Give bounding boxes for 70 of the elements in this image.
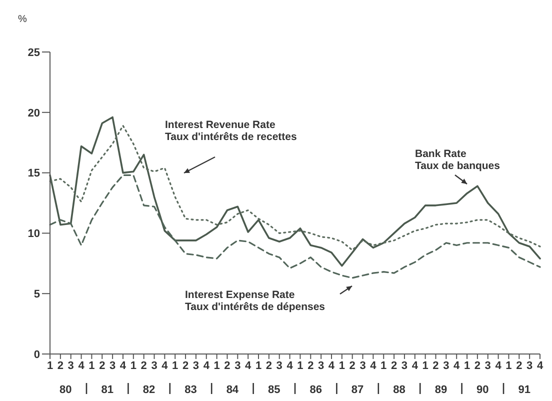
x-tick-label: 4 bbox=[78, 360, 86, 372]
series-label: Interest Expense Rate Taux d'intérêts de dépenses bbox=[185, 289, 326, 313]
x-tick-label: 4 bbox=[203, 360, 210, 372]
text: 84 bbox=[226, 384, 240, 396]
x-tick-label: 1 bbox=[214, 360, 220, 372]
x-tick-label: 2 bbox=[182, 360, 189, 372]
x-tick-label: 2 bbox=[349, 360, 356, 372]
x-tick-label: 2 bbox=[516, 360, 522, 372]
y-tick-label: 20 bbox=[28, 107, 40, 120]
x-tick-label: 1 bbox=[255, 360, 262, 372]
x-tick-label: 2 bbox=[224, 360, 230, 372]
x-tick-label: 1 bbox=[422, 360, 428, 372]
x-tick-label: 3 bbox=[484, 360, 491, 372]
x-tick-label: 2 bbox=[99, 360, 106, 372]
x-tick-label: 2 bbox=[266, 360, 272, 372]
x-tick-label: 1 bbox=[380, 360, 387, 372]
x-tick-label: 4 bbox=[412, 360, 419, 372]
x-tick-label: 1 bbox=[506, 360, 512, 372]
text: 90 bbox=[476, 384, 489, 396]
y-axis-title: % bbox=[18, 14, 27, 25]
x-tick-label: 2 bbox=[57, 360, 64, 372]
text: 89 bbox=[434, 384, 448, 396]
x-tick-label: 3 bbox=[318, 360, 324, 372]
x-tick-label: 2 bbox=[432, 360, 439, 372]
x-tick-label: 1 bbox=[338, 360, 345, 372]
x-tick-label: 4 bbox=[454, 360, 461, 372]
x-tick-label: 2 bbox=[308, 360, 314, 372]
x-tick-label: 3 bbox=[68, 360, 74, 372]
x-tick-label: 4 bbox=[286, 360, 294, 372]
x-tick-label: 3 bbox=[192, 360, 200, 372]
x-tick-label: 3 bbox=[151, 360, 158, 372]
x-tick-label: 3 bbox=[360, 360, 366, 372]
text: 91 bbox=[518, 384, 530, 396]
x-tick-label: 2 bbox=[474, 360, 481, 372]
x-tick-label: 1 bbox=[88, 360, 95, 372]
text: 81 bbox=[101, 384, 114, 396]
y-tick-label: 10 bbox=[28, 228, 40, 240]
y-tick-label: 0 bbox=[34, 348, 40, 361]
x-tick-label: 4 bbox=[328, 360, 336, 372]
x-tick-label: 1 bbox=[172, 360, 178, 372]
y-tick-label: 15 bbox=[28, 168, 40, 180]
x-tick-label: 2 bbox=[140, 360, 147, 372]
x-tick-label: 2 bbox=[390, 360, 398, 372]
x-tick-label: 3 bbox=[234, 360, 241, 372]
y-tick-label: 25 bbox=[28, 46, 40, 59]
y-tick-label: 5 bbox=[34, 288, 40, 301]
text: 80 bbox=[60, 384, 72, 396]
text: 87 bbox=[351, 384, 364, 396]
text: 88 bbox=[393, 384, 406, 396]
text: 86 bbox=[310, 384, 322, 396]
x-tick-label: 4 bbox=[495, 360, 502, 372]
x-tick-label: 1 bbox=[130, 360, 136, 372]
x-tick-label: 3 bbox=[276, 360, 282, 372]
text: Interest Revenue Rate Taux d'intérêts de recettes bbox=[165, 119, 298, 143]
text: 83 bbox=[184, 384, 197, 396]
text: 82 bbox=[142, 384, 156, 396]
text: 85 bbox=[268, 384, 280, 396]
x-tick-label: 4 bbox=[162, 360, 169, 372]
x-tick-label: 4 bbox=[245, 360, 252, 372]
x-tick-label: 1 bbox=[464, 360, 470, 372]
x-tick-label: 3 bbox=[526, 360, 533, 372]
x-tick-label: 4 bbox=[370, 360, 378, 372]
text: Bank Rate Taux de banques bbox=[415, 148, 500, 172]
x-tick-label: 1 bbox=[46, 360, 54, 372]
x-tick-label: 3 bbox=[109, 360, 116, 372]
x-tick-label: 4 bbox=[120, 360, 127, 372]
x-tick-label: 4 bbox=[536, 360, 544, 372]
x-tick-label: 1 bbox=[297, 360, 304, 372]
x-tick-label: 3 bbox=[401, 360, 408, 372]
x-tick-label: 3 bbox=[443, 360, 450, 372]
